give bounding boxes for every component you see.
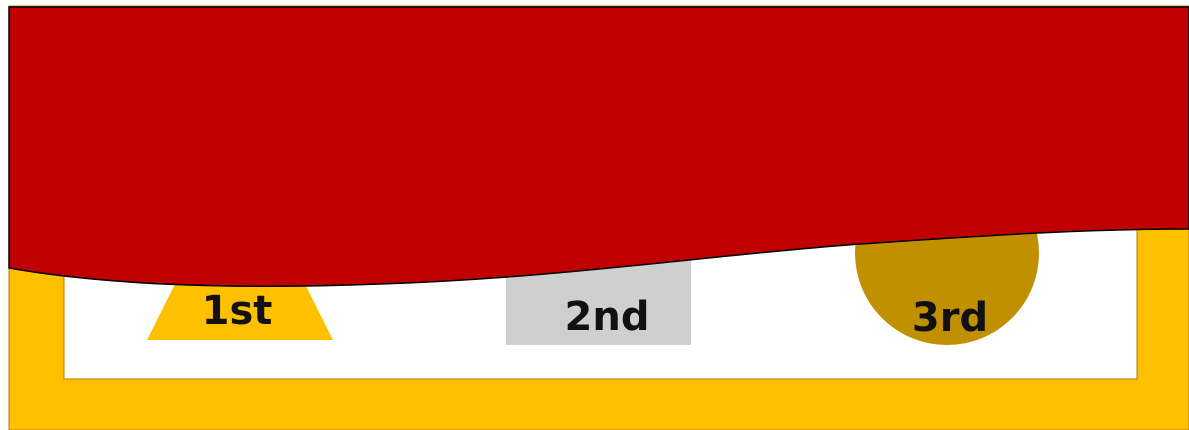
first-place-label: 1st (202, 288, 273, 334)
first-place-trapezoid (147, 282, 333, 340)
third-place-label: 3rd (912, 295, 988, 341)
second-place-label: 2nd (565, 294, 650, 340)
red-wave-banner (8, 6, 1189, 288)
